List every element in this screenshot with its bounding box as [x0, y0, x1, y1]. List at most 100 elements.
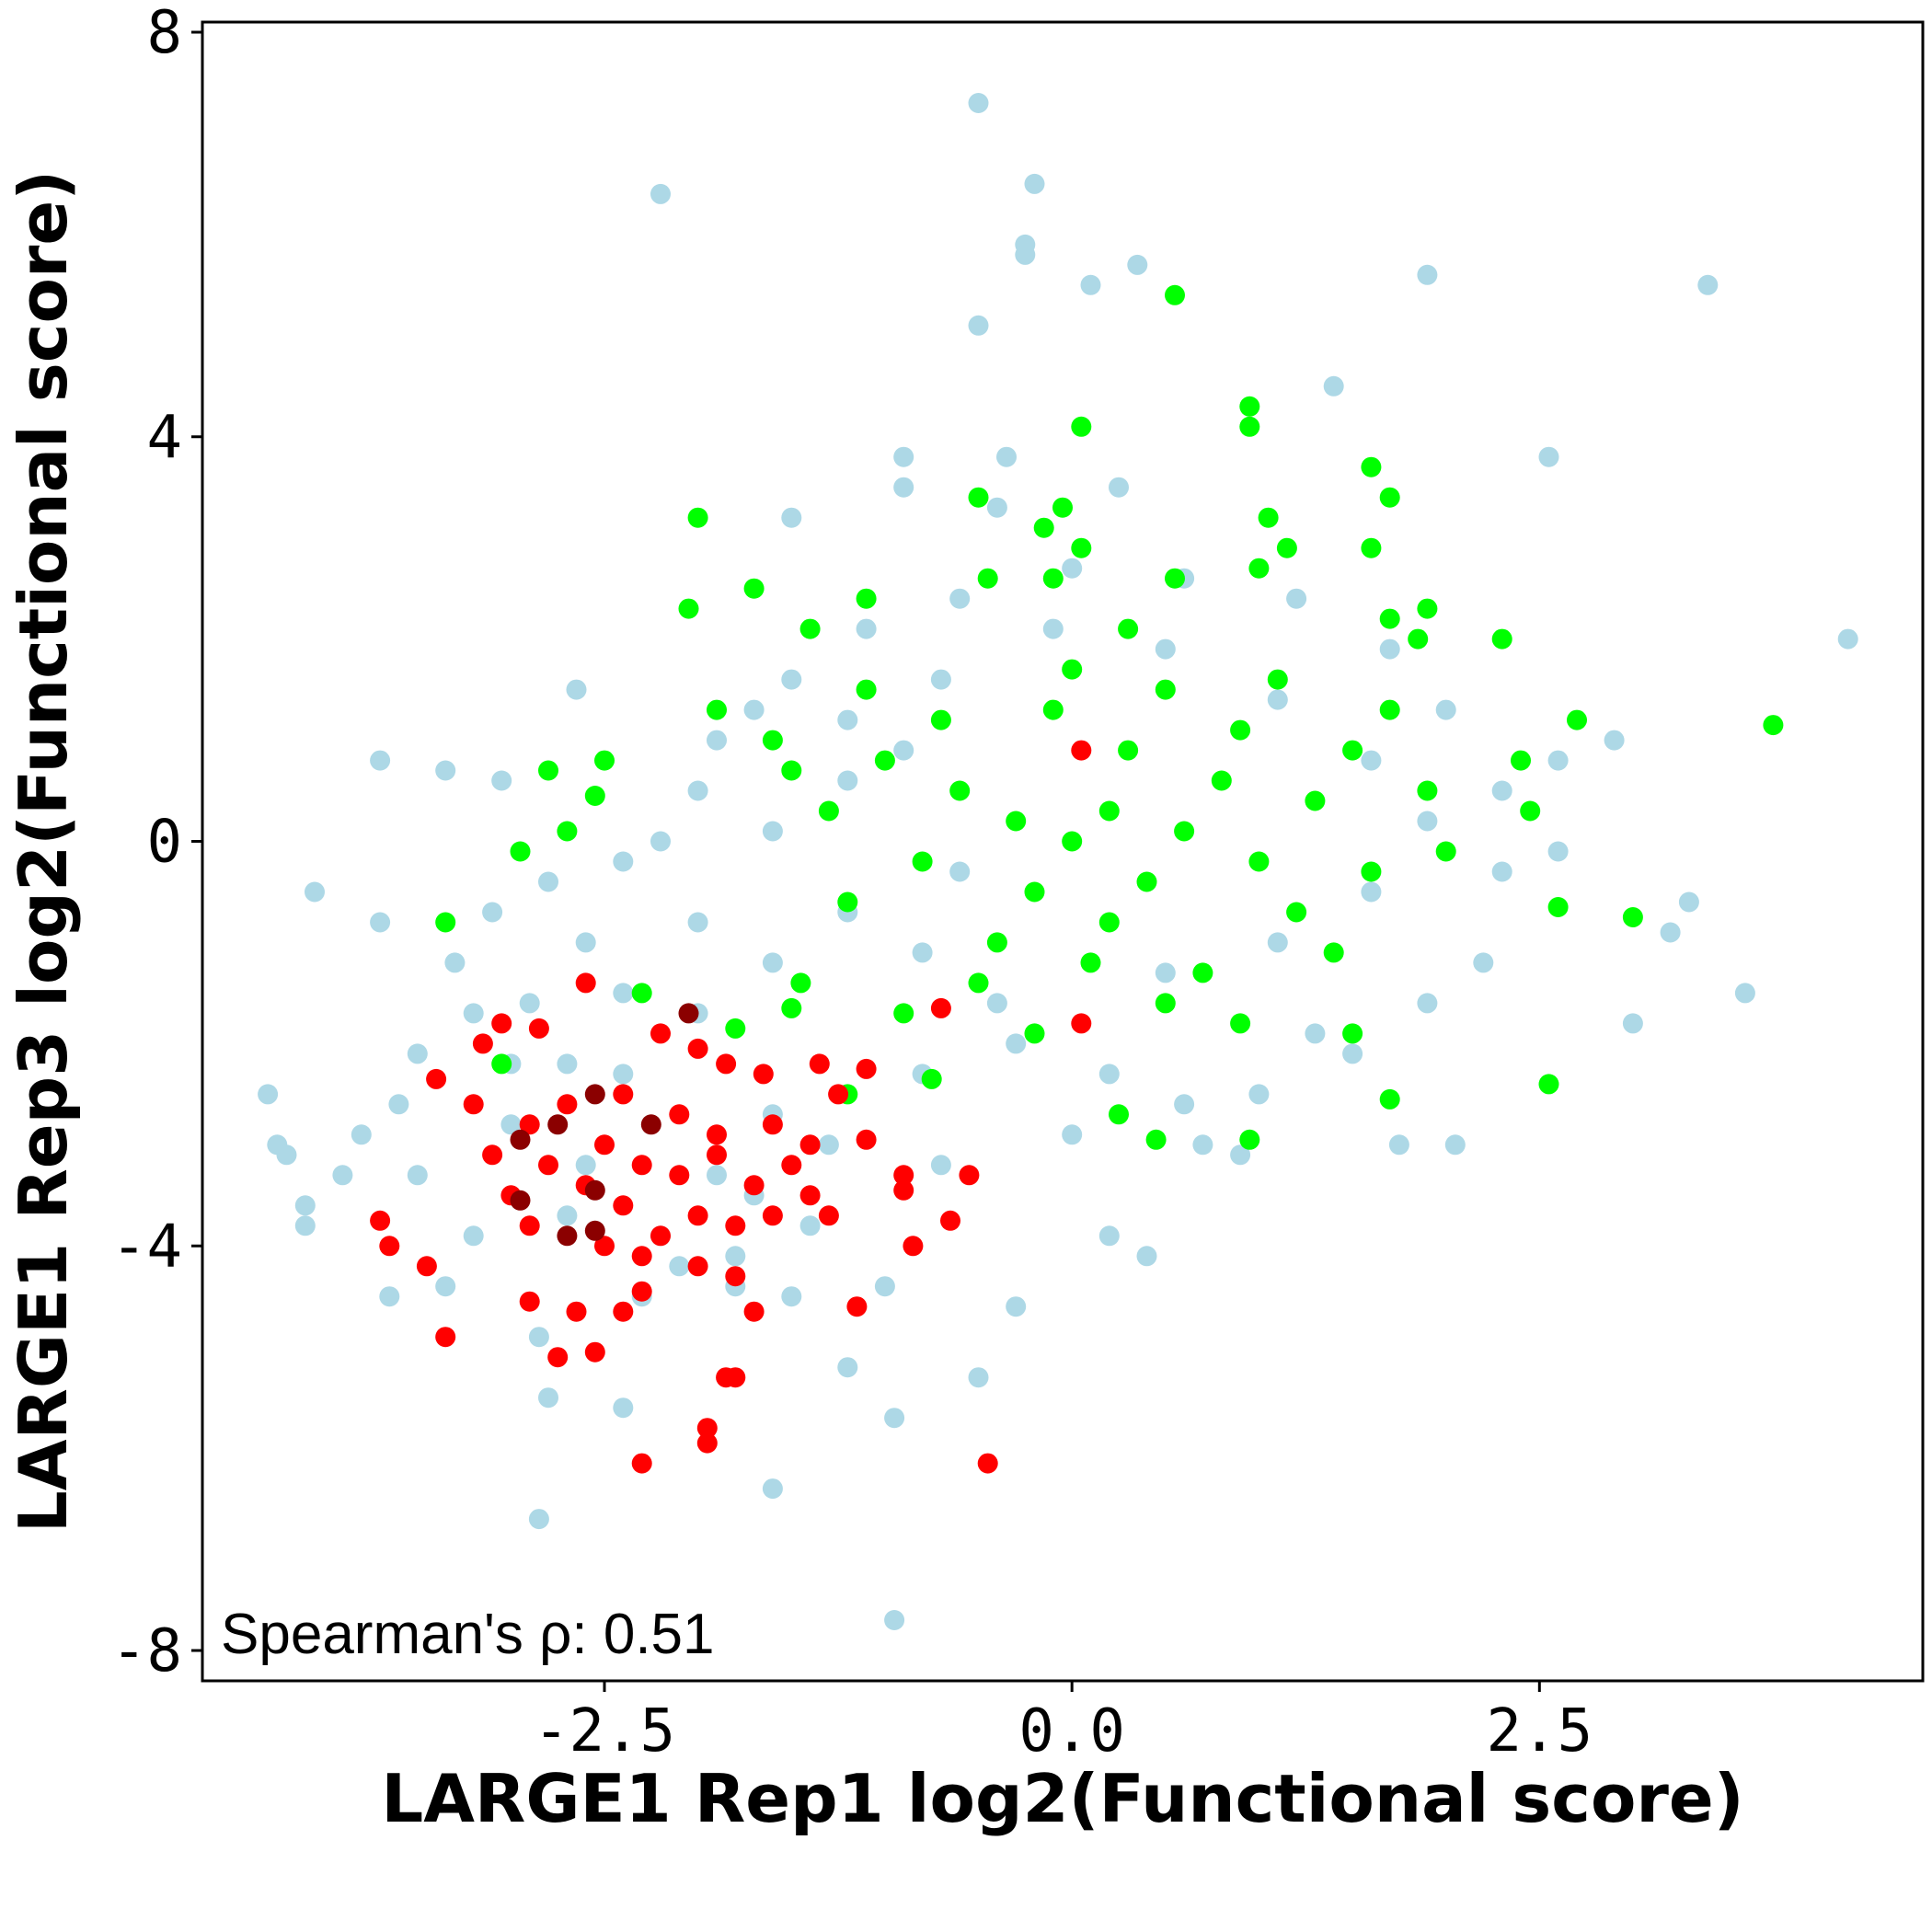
- point-s2-2: [930, 997, 951, 1018]
- point-s1-31: [557, 821, 578, 842]
- point-s0-57: [725, 1246, 746, 1267]
- point-s0-16: [781, 507, 802, 528]
- point-s0-107: [613, 1064, 634, 1085]
- point-s1-85: [1435, 841, 1456, 862]
- point-s1-67: [986, 932, 1007, 953]
- point-s1-54: [1098, 800, 1120, 822]
- point-s0-78: [332, 1165, 353, 1186]
- point-s1-66: [1286, 902, 1307, 923]
- point-s2-56: [707, 1124, 727, 1145]
- point-s0-52: [1444, 1134, 1466, 1156]
- point-s1-62: [912, 851, 933, 872]
- point-s1-21: [1417, 598, 1438, 619]
- point-s1-8: [1258, 507, 1279, 528]
- point-s2-45: [781, 1155, 802, 1176]
- point-s1-38: [1520, 800, 1541, 822]
- point-s2-0: [1071, 740, 1092, 761]
- point-s2-51: [538, 1155, 558, 1176]
- point-s1-45: [1239, 1129, 1260, 1150]
- point-s0-121: [1042, 618, 1064, 639]
- point-s0-19: [566, 679, 587, 700]
- x-axis-title: LARGE1 Rep1 log2(Functional score): [381, 1760, 1743, 1837]
- point-s0-91: [1342, 1043, 1363, 1064]
- point-s2-13: [566, 1301, 587, 1322]
- point-s1-2: [1239, 416, 1260, 437]
- point-s0-95: [1435, 699, 1456, 720]
- point-s0-118: [1361, 750, 1382, 771]
- point-s1-78: [1267, 669, 1288, 690]
- point-s1-48: [921, 1068, 942, 1089]
- point-s2-29: [893, 1179, 914, 1201]
- point-s1-77: [1098, 912, 1120, 933]
- point-s0-33: [538, 1387, 558, 1409]
- point-s3-2: [547, 1114, 569, 1135]
- point-s0-123: [837, 770, 858, 791]
- point-s1-11: [1276, 537, 1297, 558]
- y-axis-title: LARGE1 Rep3 log2(Functional score): [5, 170, 82, 1533]
- point-s0-96: [1379, 638, 1400, 660]
- point-s0-125: [687, 912, 708, 933]
- point-s1-89: [1379, 699, 1400, 720]
- point-s2-65: [799, 1185, 821, 1206]
- point-s1-40: [1622, 907, 1643, 927]
- point-s1-51: [631, 983, 652, 1004]
- point-s1-49: [790, 972, 811, 994]
- point-s2-44: [743, 1175, 765, 1196]
- point-s1-82: [968, 972, 989, 994]
- point-s1-13: [1071, 537, 1092, 558]
- point-s0-94: [1491, 780, 1512, 801]
- point-s2-36: [650, 1023, 671, 1044]
- point-s0-9: [968, 315, 989, 336]
- point-s1-4: [968, 487, 989, 508]
- point-s1-84: [1417, 780, 1438, 801]
- y-tick-label: -8: [111, 1617, 182, 1685]
- point-s0-7: [1417, 264, 1438, 285]
- point-s0-76: [388, 1094, 409, 1115]
- point-s0-63: [1230, 1144, 1251, 1166]
- point-s1-81: [1323, 942, 1344, 963]
- point-s0-80: [463, 1225, 484, 1247]
- point-s0-100: [949, 588, 971, 609]
- point-s0-71: [482, 902, 503, 923]
- point-s0-106: [519, 993, 540, 1014]
- point-s0-92: [1417, 993, 1438, 1014]
- point-s1-60: [1248, 851, 1270, 872]
- point-s2-40: [594, 1134, 615, 1156]
- point-s1-26: [707, 699, 727, 720]
- point-s1-50: [725, 1018, 746, 1039]
- point-s1-30: [584, 786, 605, 806]
- y-tick-label: 4: [146, 404, 182, 472]
- point-s1-46: [1109, 1104, 1129, 1125]
- point-s0-93: [1473, 952, 1494, 973]
- spearman-annotation: Spearman's ρ: 0.51: [221, 1603, 715, 1666]
- point-s0-51: [1660, 922, 1681, 943]
- point-s0-13: [996, 446, 1017, 467]
- point-s0-31: [435, 1276, 456, 1297]
- point-s0-77: [351, 1124, 372, 1145]
- point-s0-34: [613, 1397, 634, 1419]
- point-s2-59: [631, 1246, 652, 1267]
- point-s2-46: [613, 1195, 634, 1216]
- point-s1-6: [1361, 456, 1382, 477]
- point-s0-120: [1155, 638, 1176, 660]
- point-s2-31: [463, 1094, 484, 1115]
- y-tick-label: -4: [111, 1213, 182, 1281]
- point-s0-54: [1305, 1023, 1326, 1044]
- point-s2-68: [725, 1266, 746, 1287]
- point-s0-66: [837, 709, 858, 730]
- point-s2-11: [435, 1327, 456, 1348]
- point-s1-35: [1763, 715, 1784, 736]
- point-s0-84: [818, 1134, 839, 1156]
- point-s1-1: [1239, 396, 1260, 417]
- point-s1-53: [1062, 831, 1083, 852]
- point-s0-58: [781, 1286, 802, 1307]
- point-s0-87: [1006, 1033, 1027, 1054]
- point-s2-33: [491, 1013, 512, 1034]
- point-s2-26: [828, 1084, 849, 1105]
- point-s0-20: [370, 750, 391, 771]
- point-s1-5: [687, 507, 708, 528]
- point-s1-90: [856, 679, 877, 700]
- point-s0-97: [1286, 588, 1307, 609]
- point-s1-55: [1006, 811, 1027, 832]
- point-s1-68: [1080, 952, 1101, 973]
